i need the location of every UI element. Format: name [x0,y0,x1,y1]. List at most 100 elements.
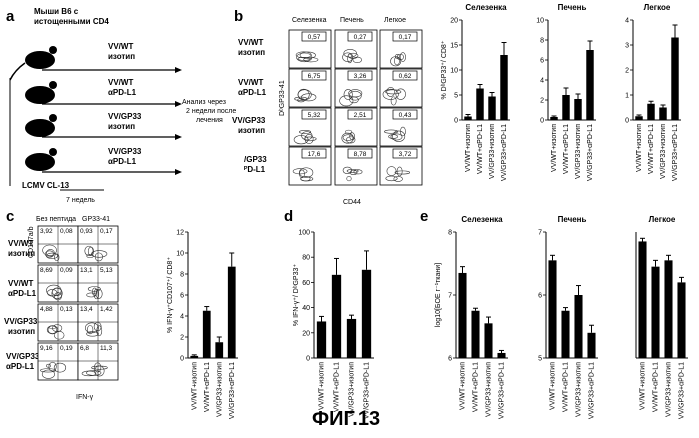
category-label: VV/GP33+изотип [575,124,582,179]
y-tick-label: 8 [180,272,184,279]
flow-contour [390,133,403,141]
flow-b-row-label: ᴾD-L1 [244,165,266,174]
bar [659,107,667,120]
flow-contour [348,90,362,101]
bar [331,274,342,358]
flow-contour [303,57,319,63]
bar [215,342,224,358]
flow-plot [334,29,378,69]
y-tick-label: 100 [298,230,310,237]
flow-contour [346,136,356,144]
flow-contour [86,253,94,259]
flow-contour [342,134,354,141]
flow-gate-value: 3,26 [354,73,367,80]
category-label: VV/WT+изотип [550,362,557,410]
flow-contour [343,89,353,100]
flow-gate [392,148,418,159]
category-label: VV/WT+изотип [319,362,326,410]
flow-b-row-label: VV/WT [238,38,263,47]
flow-contour [300,176,314,182]
y-tick-label: 6 [448,356,452,363]
flow-gate [301,70,327,81]
flow-contour [44,250,55,258]
flow-gate-value: 6,75 [308,73,321,80]
group-a4-line1: VV/GP33 [108,147,142,156]
flow-b-y-axis: DᵇGP33-41 [279,80,286,116]
bar [647,103,655,120]
quadrant-value: 3,92 [40,228,53,235]
bar [202,310,211,358]
category-label: VV/GP33+αPD-L1 [679,362,686,419]
quadrant-value: 13,4 [80,306,93,313]
category-label: VV/WT+изотип [191,362,198,410]
y-tick-label: 10 [536,18,544,25]
flow-contour [299,51,316,59]
flow-contour [93,362,102,373]
category-label: VV/GP33+изотип [576,362,583,417]
chart-b3: Легкое 0 1 2 3 4 VV/WT+изотип VV/WT+αPD-L1 VV/GP… [625,3,681,181]
quadrant-value: 0,17 [100,228,113,235]
category-label: VV/GP33+изотип [660,124,667,179]
analysis-note-line1: Анализ через [182,99,226,106]
panel-letter-e: e [420,208,428,225]
flow-contour [352,56,362,63]
category-label: VV/GP33+изотип [349,362,356,417]
category-label: VV/WT+изотип [551,124,558,172]
flow-gate [301,148,327,159]
flow-contour [392,130,406,142]
flow-b-row-label: изотип [238,48,265,57]
y-tick-label: 8 [448,230,452,237]
flow-contour [399,52,406,62]
chart-title: Селезенка [461,215,503,224]
flow-c-col-header: GP33-41 [82,216,110,223]
flow-gate [392,31,418,42]
y-tick-label: 40 [302,305,310,312]
y-tick-label: 4 [180,314,184,321]
flow-plot [379,107,423,147]
time-label: 7 недель [66,197,95,204]
y-tick-label: 80 [302,255,310,262]
category-label: VV/WT+изотип [460,362,467,410]
quadrant-value: 0,13 [60,306,73,313]
bar [500,55,508,120]
category-label: VV/WT+изотип [640,362,647,410]
flow-gate-value: 0,27 [354,34,367,41]
flow-gate-value: 3,72 [399,151,412,158]
flow-contour [81,370,97,377]
flow-gate-value: 0,43 [399,112,412,119]
category-label: VV/WT+αPD-L1 [563,362,570,412]
quadrant-value: 0,09 [60,267,73,274]
bar [562,95,570,120]
y-tick-label: 4 [625,18,629,25]
flow-c-row-label: VV/WT [8,239,33,248]
bar [361,269,372,358]
bar [587,332,596,358]
flow-contour [46,249,55,257]
quadrant-value: 9,16 [40,345,53,352]
category-label: VV/WT+αPD-L1 [653,362,660,412]
flow-contour [95,288,103,299]
flow-gate [301,109,327,120]
mouse-icon [25,81,57,104]
flow-contour [342,52,354,62]
flow-c-col-header: Без пептида [36,216,76,223]
chart-title: Печень [558,215,587,224]
group-a3-line1: VV/GP33 [108,112,142,121]
quadrant-value: 5,13 [100,267,113,274]
flow-contour [46,363,51,368]
group-a4-line2: αPD-L1 [108,157,137,166]
flow-contour [94,252,103,262]
chart-title: Селезенка [465,3,507,12]
panel-c-flow: Без пептида GP33-41 VV/WT изотип VV/WT α… [4,216,119,401]
quadrant-value: 4,88 [40,306,53,313]
flow-contour [292,168,308,175]
y-tick-label: 0 [306,356,310,363]
panel-b-flow: Селезенка Печень Легкое VV/WT изотип VV/… [232,17,423,206]
y-axis-label: log10[БОЕ г⁻¹ткани] [435,263,442,327]
flow-contour [303,136,317,142]
mouse-icon [25,148,57,171]
flow-b-row-label: VV/WT [238,78,263,87]
mouse-label-line2: истощенными CD4 [34,17,109,26]
flow-contour [390,56,402,67]
